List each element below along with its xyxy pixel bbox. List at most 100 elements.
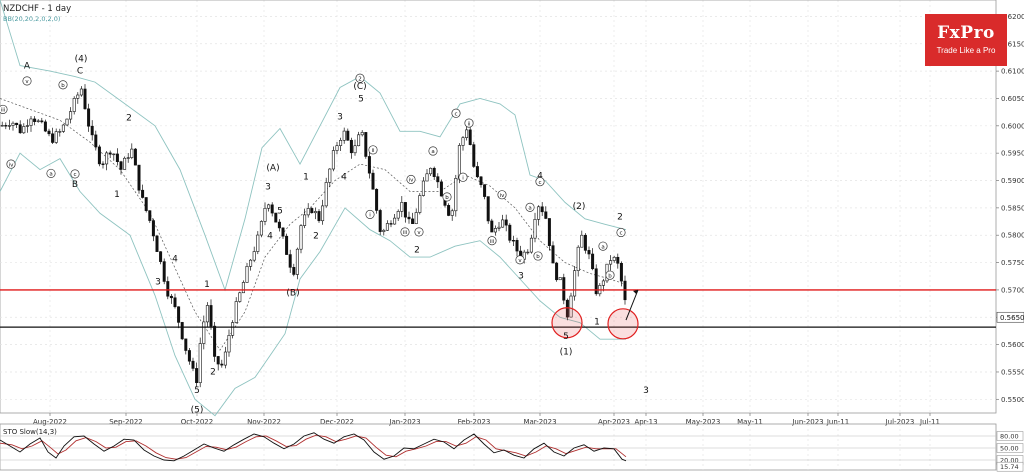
price-tick-label: 0.6100 — [1001, 68, 1024, 76]
wave-label: 3 — [155, 277, 161, 287]
stoch-tick-box — [996, 461, 1024, 472]
wave-circle — [6, 159, 16, 169]
candle-body — [285, 235, 289, 255]
candle-body — [335, 145, 339, 151]
stoch-panel-frame — [0, 423, 997, 471]
wave-label: 2 — [617, 212, 623, 222]
candle-body — [403, 202, 407, 218]
candle-body — [213, 325, 217, 357]
wave-circled-label: a — [528, 206, 531, 212]
candle-body — [529, 237, 533, 253]
candle-body — [177, 306, 181, 323]
candle-body — [569, 295, 573, 318]
stoch-tick-box — [996, 443, 1024, 453]
candle-body — [198, 343, 202, 384]
candle-body — [238, 292, 242, 302]
candle-body — [166, 281, 170, 297]
candle-body — [126, 157, 130, 159]
candle-body — [504, 219, 508, 226]
wave-circled-label: c — [454, 111, 457, 117]
wave-label: C — [77, 66, 83, 76]
date-tick-label: Apr-2023 — [598, 418, 630, 426]
stoch-tick-label: 20.00 — [1000, 456, 1019, 464]
candle-body — [87, 108, 91, 127]
candle-body — [511, 239, 515, 242]
candle-body — [432, 167, 436, 177]
candle-body — [483, 184, 487, 197]
candle-body — [83, 88, 87, 110]
candle-body — [371, 172, 375, 190]
candle-body — [594, 268, 598, 295]
wave-circle — [535, 177, 545, 187]
candle-body — [119, 161, 123, 170]
candle-body — [7, 125, 11, 127]
candle-body — [321, 205, 325, 222]
wave-label: 3 — [337, 112, 343, 122]
price-tick-label: 0.5950 — [1001, 150, 1024, 158]
wave-label: 3 — [643, 386, 649, 396]
candle-body — [612, 256, 616, 261]
wave-circle — [365, 209, 375, 219]
candle-body — [472, 144, 476, 167]
candle-body — [411, 218, 415, 224]
candle-body — [576, 246, 580, 271]
wave-label: (2) — [573, 202, 586, 212]
candle-body — [205, 305, 209, 323]
candle-body — [591, 253, 595, 270]
candle-body — [508, 224, 512, 241]
candle-body — [141, 189, 145, 198]
candle-body — [382, 229, 386, 232]
candle-body — [461, 137, 465, 146]
candle-body — [400, 202, 404, 212]
candle-body — [11, 122, 15, 126]
wave-circle — [487, 236, 497, 246]
price-tick-label: 0.5750 — [1001, 259, 1024, 267]
wave-label: 2 — [210, 368, 216, 378]
wave-circle — [58, 80, 68, 90]
wave-label: (B) — [286, 288, 299, 298]
candle-body — [256, 234, 260, 252]
projection-arrow — [625, 289, 639, 321]
candle-body — [447, 205, 451, 216]
candle-body — [40, 120, 44, 123]
candle-body — [414, 212, 418, 224]
candle-body — [144, 197, 148, 211]
price-tick-label: 0.5500 — [1001, 396, 1024, 404]
candle-body — [288, 254, 292, 268]
candle-body — [360, 132, 364, 136]
date-tick-label: May-11 — [737, 418, 763, 426]
wave-circled-label: ii — [371, 148, 375, 154]
candle-body — [249, 259, 253, 267]
wave-label: (5) — [191, 405, 204, 415]
wave-circled-label: c — [619, 231, 622, 237]
wave-label: 5 — [563, 332, 569, 342]
candle-body — [36, 120, 40, 122]
wave-label: (4) — [75, 54, 88, 64]
wave-circled-label: v — [25, 79, 29, 85]
candle-body — [616, 256, 620, 264]
wave-circled-label: 2 — [358, 76, 362, 82]
highlight-circle — [607, 308, 639, 340]
candle-body — [457, 145, 461, 179]
date-tick-label: Dec-2022 — [320, 418, 354, 426]
candle-body — [281, 227, 285, 237]
wave-circled-label: iii — [490, 239, 495, 245]
candle-body — [533, 219, 537, 239]
date-tick-label: Sep-2022 — [109, 418, 143, 426]
candle-body — [339, 140, 343, 146]
wave-label: 4 — [172, 254, 178, 264]
wave-label: B — [72, 180, 78, 190]
candle-body — [61, 124, 65, 132]
bollinger-upper — [0, 0, 627, 292]
wave-circle — [464, 118, 474, 128]
wave-label: 2 — [414, 246, 420, 256]
candle-body — [51, 133, 55, 143]
candle-body — [547, 218, 551, 246]
fxpro-logo[interactable]: FxPro Trade Like a Pro — [925, 14, 1007, 66]
wave-circle — [368, 145, 378, 155]
wave-label: 1 — [303, 172, 309, 182]
candle-body — [558, 277, 562, 281]
current-price-tag — [996, 311, 1024, 323]
wave-label: 1 — [204, 280, 210, 290]
candle-body — [501, 219, 505, 228]
